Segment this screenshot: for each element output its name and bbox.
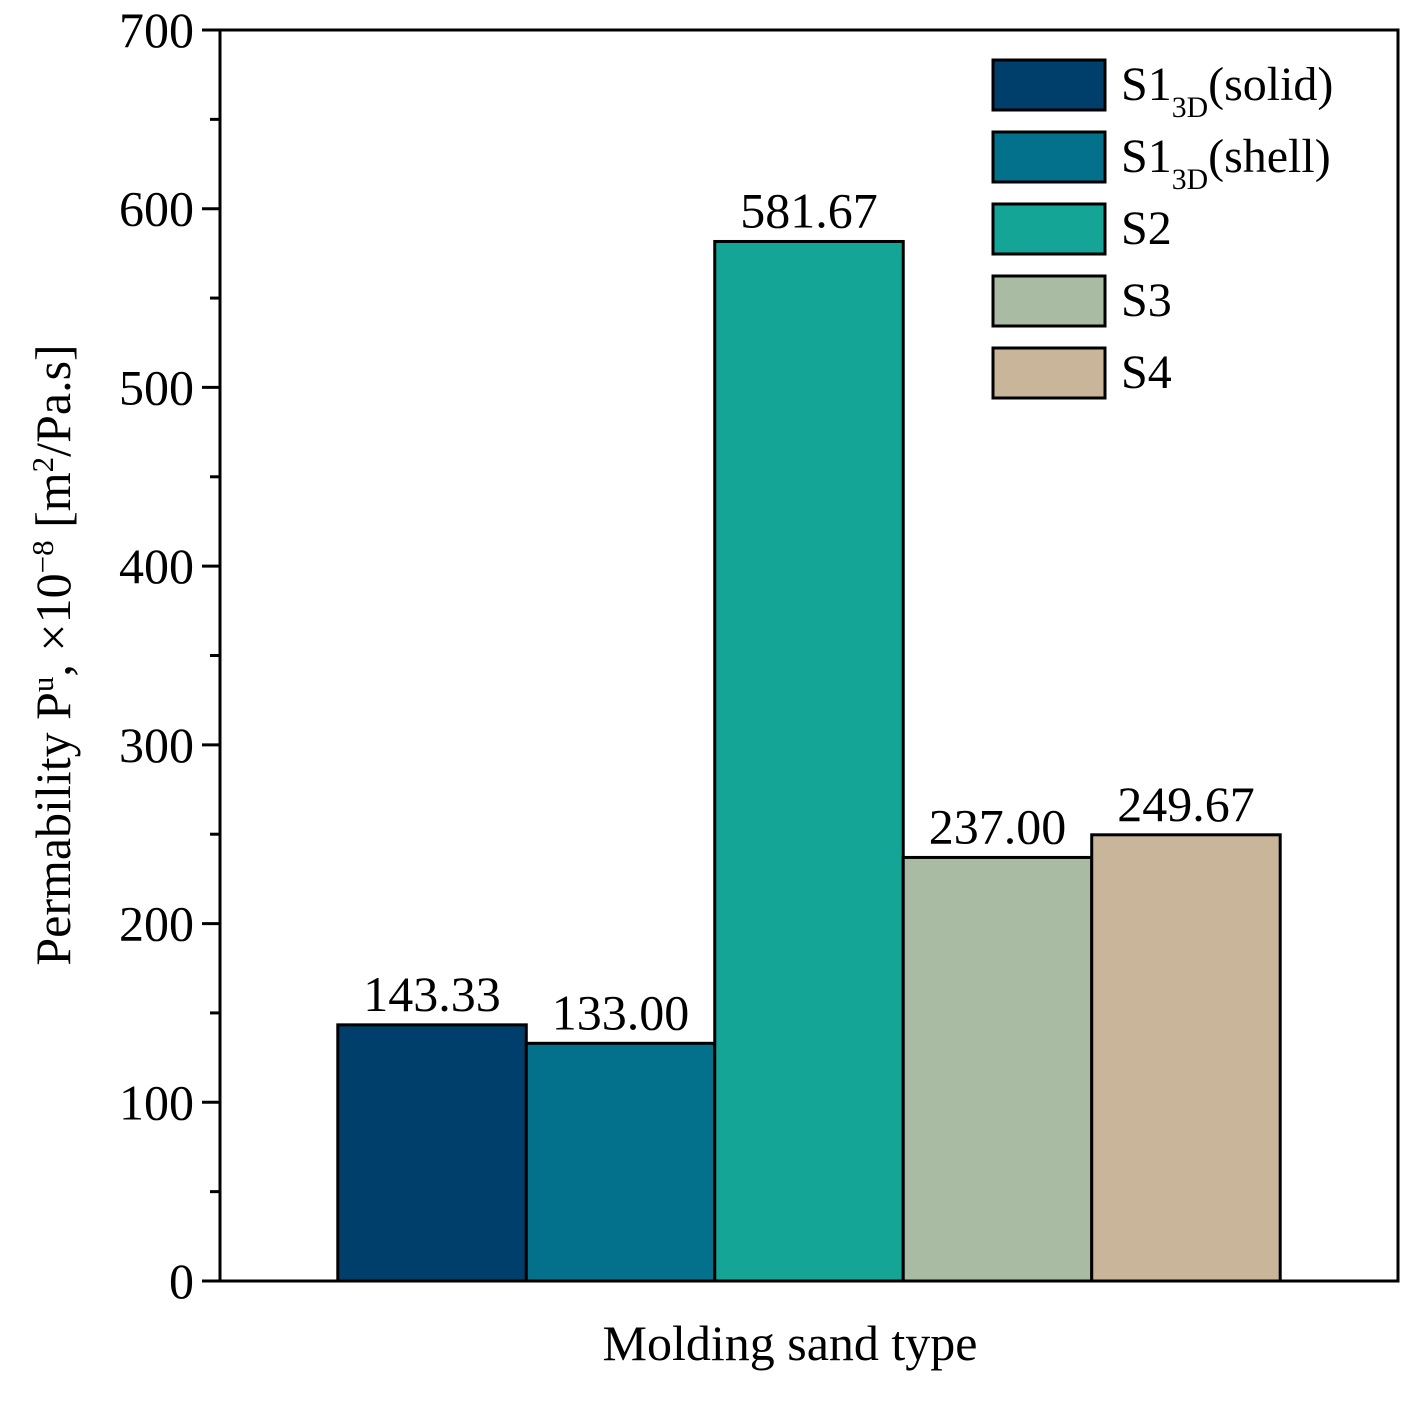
value-label: 581.67 — [740, 182, 878, 238]
value-label: 249.67 — [1117, 776, 1255, 832]
legend-swatch — [991, 58, 1107, 112]
legend-swatch — [991, 202, 1107, 256]
y-tick-label: 700 — [119, 2, 194, 58]
legend-swatch — [991, 274, 1107, 328]
value-label: 133.00 — [552, 984, 690, 1040]
y-tick-label: 200 — [119, 896, 194, 952]
y-axis-label: Permability Pu, ×10−8 [m2/Pa.s] — [25, 344, 82, 965]
legend-swatch — [991, 346, 1107, 400]
legend-swatch — [991, 130, 1107, 184]
x-axis-label: Molding sand type — [603, 1315, 978, 1371]
y-tick-label: 500 — [119, 359, 194, 415]
y-tick-label: 0 — [169, 1253, 194, 1309]
bar — [336, 1023, 528, 1283]
legend-label: S3 — [1121, 274, 1172, 327]
value-label: 237.00 — [929, 798, 1067, 854]
legend-label: S4 — [1121, 346, 1172, 399]
bar — [1090, 833, 1282, 1283]
bar — [713, 239, 905, 1283]
y-tick-label: 100 — [119, 1074, 194, 1130]
legend-label: S13D(shell) — [1121, 130, 1331, 196]
y-tick-label: 600 — [119, 181, 194, 237]
legend-label: S2 — [1121, 202, 1172, 255]
plot-frame — [218, 28, 1400, 1283]
y-tick-label: 400 — [119, 538, 194, 594]
value-label: 143.33 — [363, 966, 501, 1022]
y-tick-label: 300 — [119, 717, 194, 773]
bar — [524, 1041, 717, 1283]
legend-label: S13D(solid) — [1121, 58, 1333, 124]
bar — [901, 855, 1094, 1283]
